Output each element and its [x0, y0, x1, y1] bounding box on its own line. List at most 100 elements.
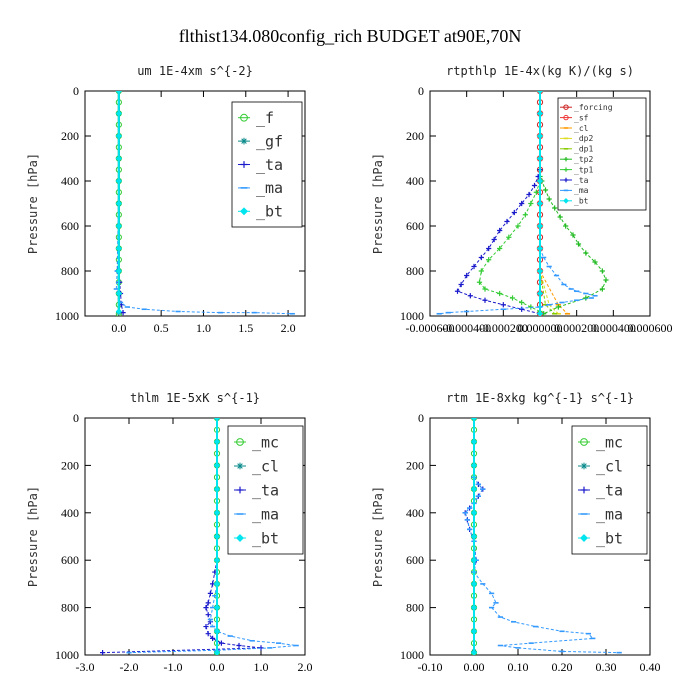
panel-title: rtpthlp 1E-4x(kg K)/(kg s): [446, 64, 634, 78]
x-tick-label: 0.30: [596, 660, 617, 674]
series-line: [478, 180, 541, 312]
series-bt: [470, 418, 478, 655]
legend-marker: [236, 438, 244, 446]
data-point: [478, 254, 484, 261]
plot-frame: [84, 90, 306, 317]
x-tick-label: 0.40: [640, 660, 661, 674]
data-point: [497, 290, 503, 297]
data-point: [467, 293, 473, 299]
data-point: [210, 635, 216, 642]
series-bt: [213, 418, 221, 655]
x-tick-label: -0.000200: [479, 321, 528, 335]
y-tick-label: 800: [61, 601, 79, 615]
plot-area: [113, 91, 295, 316]
legend-label: _tp2: [574, 155, 593, 164]
legend-label: _ta: [256, 156, 283, 174]
y-tick-label: 200: [406, 458, 424, 472]
data-point: [207, 590, 213, 596]
data-point: [213, 485, 221, 493]
x-tick-label: 0.000200: [554, 321, 599, 335]
data-point: [470, 649, 478, 655]
data-point: [120, 310, 126, 316]
data-point: [583, 250, 589, 256]
x-tick-label: 0.00: [464, 660, 485, 674]
legend-label: _bt: [252, 529, 279, 547]
y-tick-label: 600: [61, 219, 79, 233]
data-point: [519, 200, 525, 207]
y-axis-label: Pressure [hPa]: [26, 153, 40, 254]
data-point: [470, 604, 478, 611]
legend-label: _bt: [574, 197, 589, 206]
data-point: [536, 91, 544, 95]
data-point: [526, 191, 532, 198]
series-bt: [115, 91, 123, 315]
data-point: [115, 91, 123, 95]
data-point: [599, 268, 605, 274]
y-tick-label: 600: [406, 553, 424, 567]
y-tick-label: 600: [406, 219, 424, 233]
data-point: [536, 110, 544, 117]
y-tick-label: 600: [61, 553, 79, 567]
x-tick-label: -1.0: [164, 660, 183, 674]
data-point: [536, 290, 544, 297]
series-line: [456, 169, 541, 315]
legend-marker: [240, 161, 248, 168]
legend-label: _ta: [596, 481, 623, 499]
data-point: [213, 604, 221, 611]
y-tick-label: 1000: [55, 648, 79, 662]
data-point: [519, 299, 525, 306]
data-point: [464, 272, 470, 279]
legend-label: _ma: [252, 505, 279, 523]
legend-label: _mc: [596, 433, 623, 451]
legend-marker: [580, 438, 588, 446]
panel-title: um 1E-4xm s^{-2}: [137, 64, 253, 78]
x-tick-label: 0.0: [210, 660, 225, 674]
data-point: [470, 533, 478, 540]
data-point: [115, 110, 123, 117]
data-point: [115, 267, 123, 275]
data-point: [536, 222, 544, 230]
data-point: [552, 205, 558, 211]
x-tick-label: -3.0: [76, 660, 95, 674]
data-point: [115, 132, 123, 140]
x-tick-label: -0.000400: [442, 321, 491, 335]
legend-label: _f: [256, 109, 274, 127]
data-point: [536, 245, 544, 252]
data-point: [478, 268, 484, 274]
data-point: [536, 155, 544, 162]
legend-marker: [563, 104, 569, 110]
legend-marker: [236, 486, 244, 494]
data-point: [470, 438, 478, 445]
series-tp1: [476, 178, 543, 315]
data-point: [519, 306, 525, 312]
x-tick-label: 1.0: [254, 660, 269, 674]
series-line: [128, 560, 297, 654]
panel-title: thlm 1E-5xK s^{-1}: [130, 391, 260, 405]
data-point: [205, 600, 211, 606]
y-tick-label: 200: [61, 458, 79, 472]
legend-marker: [563, 114, 569, 121]
legend-label: _dp2: [574, 134, 593, 143]
data-point: [583, 295, 589, 301]
series-tp2: [537, 167, 609, 316]
data-point: [100, 650, 106, 655]
data-point: [213, 557, 221, 564]
data-point: [599, 286, 605, 292]
legend-marker: [236, 462, 244, 470]
legend-label: _ta: [574, 176, 589, 185]
data-point: [557, 214, 563, 220]
legend-box: [557, 97, 647, 211]
legend-marker: [580, 534, 588, 542]
y-tick-label: 1000: [55, 309, 79, 323]
data-point: [497, 227, 503, 234]
y-tick-label: 1000: [400, 309, 424, 323]
data-point: [115, 177, 123, 185]
series-line: [439, 248, 597, 315]
legend-marker: [563, 198, 569, 204]
data-point: [542, 187, 549, 193]
data-point: [470, 418, 478, 422]
panel-um: um 1E-4xm s^{-2} Pressure [hPa] 0 200 400 600…: [26, 64, 306, 335]
legend-marker: [240, 113, 248, 122]
data-point: [458, 281, 464, 288]
x-tick-label: 0.000400: [591, 321, 636, 335]
